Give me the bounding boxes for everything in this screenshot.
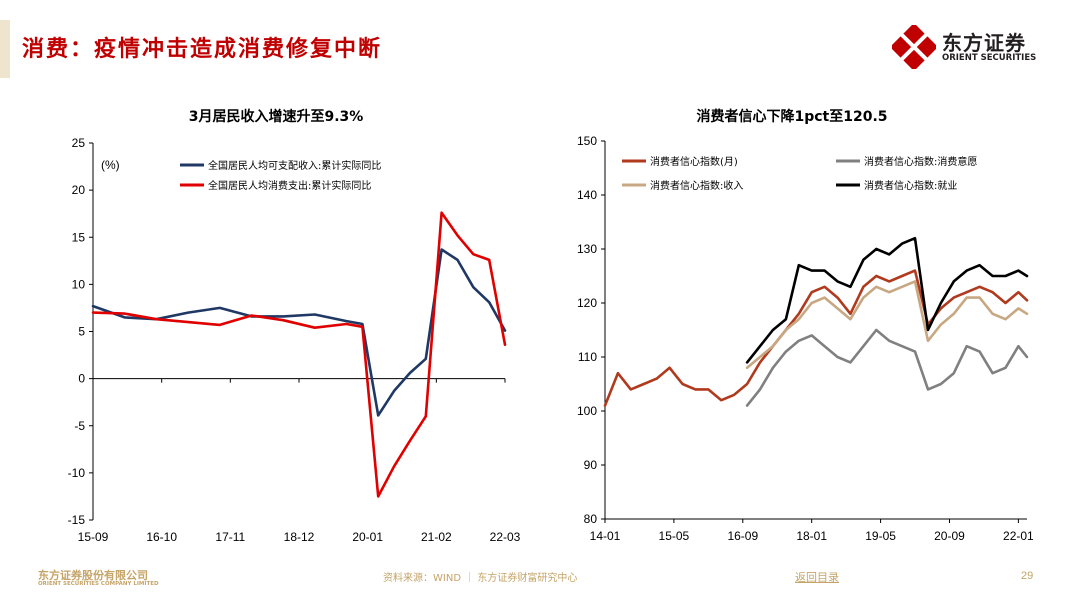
unit-label: (%) [101, 158, 120, 172]
legend-label: 全国居民人均消费支出:累计实际同比 [208, 179, 371, 192]
y-tick-label: 25 [72, 136, 86, 150]
footer-company-name-en: ORIENT SECURITIES COMPANY LIMITED [38, 581, 159, 587]
chart-title-confidence: 消费者信心下降1pct至120.5 [696, 109, 888, 125]
legend-label: 消费者信心指数:消费意愿 [864, 155, 977, 168]
x-tick-label: 20-09 [934, 529, 965, 543]
footer-logo: 东方证券股份有限公司 ORIENT SECURITIES COMPANY LIM… [38, 567, 168, 591]
x-tick-label: 16-09 [727, 529, 758, 543]
series-line-2 [91, 211, 507, 498]
legend-label: 消费者信心指数:就业 [864, 179, 957, 192]
series-line-1 [91, 248, 507, 417]
footer-company-name: 东方证券股份有限公司 [38, 569, 148, 582]
diamond-cross-icon [892, 25, 936, 69]
y-tick-label: -10 [68, 466, 86, 480]
x-tick-label: 17-11 [215, 530, 245, 544]
y-tick-label: 5 [78, 325, 85, 339]
series-line-4 [745, 236, 1029, 364]
y-tick-label: 150 [577, 134, 597, 148]
x-tick-label: 15-09 [78, 530, 109, 544]
x-tick-label: 14-01 [590, 529, 621, 543]
x-tick-label: 18-12 [284, 530, 315, 544]
x-tick-label: 18-01 [796, 529, 827, 543]
series-line-1 [603, 269, 1029, 407]
y-tick-label: -5 [74, 419, 85, 433]
y-tick-label: 110 [578, 350, 597, 364]
source-note: 资料来源：WIND ｜ 东方证券财富研究中心 [383, 573, 578, 584]
y-tick-label: 130 [577, 242, 597, 256]
x-tick-label: 22-01 [1003, 529, 1034, 543]
x-tick-label: 22-03 [490, 530, 521, 544]
x-tick-label: 15-05 [659, 529, 690, 543]
page-number: 29 [1021, 570, 1034, 582]
y-tick-label: 80 [584, 512, 598, 526]
legend-label: 消费者信心指数:收入 [650, 179, 743, 192]
y-tick-label: 0 [78, 372, 85, 386]
y-tick-label: 90 [584, 458, 598, 472]
y-tick-label: 100 [577, 404, 597, 418]
page-title: 消费：疫情冲击造成消费修复中断 [22, 36, 383, 62]
series-line-2 [745, 328, 1029, 407]
back-to-toc-link[interactable]: 返回目录 [795, 571, 839, 584]
y-tick-label: -15 [68, 513, 86, 527]
legend-label: 全国居民人均可支配收入:累计实际同比 [208, 159, 381, 172]
y-tick-label: 120 [577, 296, 597, 310]
chart-title-income: 3月居民收入增速升至9.3% [188, 109, 364, 125]
legend-label: 消费者信心指数(月) [650, 155, 738, 168]
x-tick-label: 20-01 [352, 530, 383, 544]
logo-subtext: ORIENT SECURITIES [942, 53, 1037, 63]
title-accent-bar [0, 20, 10, 78]
x-tick-label: 19-05 [865, 529, 896, 543]
logo-text: 东方证券 [942, 31, 1026, 55]
y-tick-label: 15 [72, 230, 86, 244]
logo: 东方证券 ORIENT SECURITIES [892, 25, 1052, 69]
y-tick-label: 10 [72, 277, 86, 291]
x-tick-label: 21-02 [421, 530, 452, 544]
series-line-3 [745, 280, 1029, 370]
y-tick-label: 20 [72, 183, 86, 197]
y-tick-label: 140 [577, 188, 597, 202]
x-tick-label: 16-10 [146, 530, 177, 544]
